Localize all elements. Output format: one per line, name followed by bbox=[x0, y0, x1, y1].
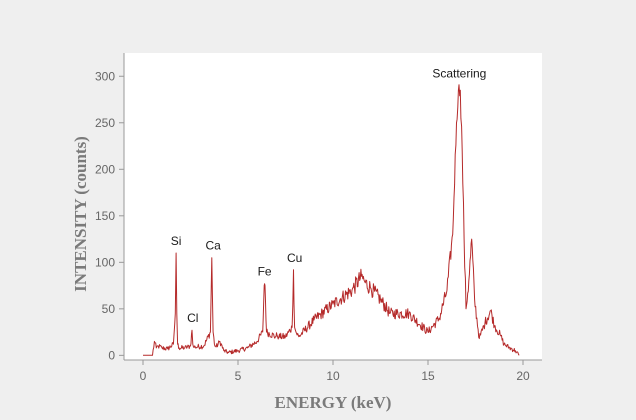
y-axis-title: INTENSITY (counts) bbox=[71, 136, 90, 292]
plot-area bbox=[124, 53, 542, 360]
peak-label: Fe bbox=[258, 265, 272, 279]
peak-label: Si bbox=[171, 234, 182, 248]
y-tick-label: 300 bbox=[95, 69, 115, 83]
x-tick-label: 15 bbox=[421, 369, 435, 383]
peak-label: Scattering bbox=[432, 67, 486, 81]
x-tick-label: 20 bbox=[516, 369, 530, 383]
y-tick-label: 100 bbox=[95, 255, 115, 269]
y-tick-label: 0 bbox=[108, 348, 115, 362]
peak-label: Ca bbox=[205, 239, 221, 253]
spectrum-line bbox=[143, 84, 520, 356]
y-tick-label: 200 bbox=[95, 162, 115, 176]
series-layer bbox=[143, 84, 520, 356]
x-tick-label: 0 bbox=[140, 369, 147, 383]
x-tick-label: 10 bbox=[326, 369, 340, 383]
x-tick-label: 5 bbox=[235, 369, 242, 383]
peak-label: Cu bbox=[287, 251, 302, 265]
x-axis-title: ENERGY (keV) bbox=[275, 393, 392, 412]
y-tick-label: 150 bbox=[95, 209, 115, 223]
y-tick-label: 250 bbox=[95, 116, 115, 130]
peak-label: Cl bbox=[187, 311, 198, 325]
annotations: Si Cl Ca Fe Cu Scattering bbox=[171, 67, 487, 326]
y-tick-label: 50 bbox=[102, 302, 116, 316]
